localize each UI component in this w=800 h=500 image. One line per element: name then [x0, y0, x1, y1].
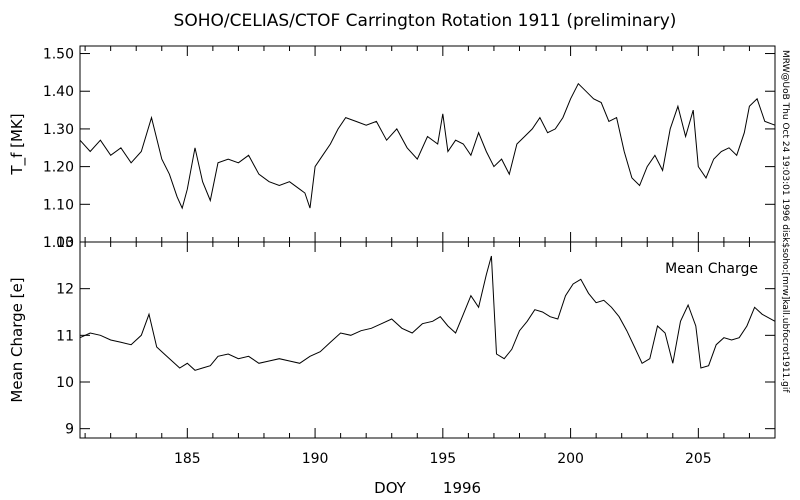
temperature-x-ticks	[84, 46, 776, 242]
charge-ytick-label: 10	[56, 375, 74, 391]
charge-ytick-label: 11	[56, 328, 74, 344]
charge-y-axis: 9 10 11 12 13	[56, 235, 775, 438]
charge-ytick-label: 12	[56, 282, 74, 298]
temperature-y-label: T_f [MK]	[8, 113, 27, 175]
temperature-panel: 1.00 1.10 1.20 1.30 1.40 1.50 T_f [MK]	[8, 45, 776, 251]
temperature-panel-frame	[79, 45, 776, 243]
temperature-ytick-label: 1.20	[43, 160, 74, 176]
temperature-ytick-label: 1.40	[43, 84, 74, 100]
temperature-ytick-label: 1.10	[43, 197, 74, 213]
charge-panel-annotation: Mean Charge	[665, 261, 758, 277]
charge-x-axis: 185 190 195 200 205	[84, 242, 776, 467]
charge-panel-frame	[79, 241, 776, 439]
x-axis-year: 1996	[443, 479, 481, 497]
temperature-series-line	[79, 82, 776, 210]
temperature-ytick-label: 1.00	[43, 235, 74, 251]
charge-ytick-label: 13	[56, 235, 74, 251]
x-tick-label: 190	[302, 451, 329, 467]
x-tick-label: 185	[174, 451, 201, 467]
temperature-ytick-label: 1.50	[43, 47, 74, 63]
charge-panel: 9 10 11 12 13 185 190 195 200 205 Mean Charge [e…	[8, 235, 776, 467]
temperature-ytick-label: 1.30	[43, 122, 74, 138]
chart-title: SOHO/CELIAS/CTOF Carrington Rotation 191…	[174, 11, 677, 31]
temperature-y-axis: 1.00 1.10 1.20 1.30 1.40 1.50	[43, 47, 775, 251]
x-tick-label: 195	[429, 451, 456, 467]
charge-ytick-label: 9	[65, 422, 74, 438]
x-tick-label: 205	[685, 451, 712, 467]
x-axis-label: DOY	[374, 479, 407, 497]
side-note: MRW@UoB Thu Oct 24 19:03:01 1996 disk$so…	[780, 50, 790, 393]
charge-series-line	[79, 255, 776, 371]
charge-y-label: Mean Charge [e]	[8, 277, 26, 402]
x-tick-label: 200	[557, 451, 584, 467]
